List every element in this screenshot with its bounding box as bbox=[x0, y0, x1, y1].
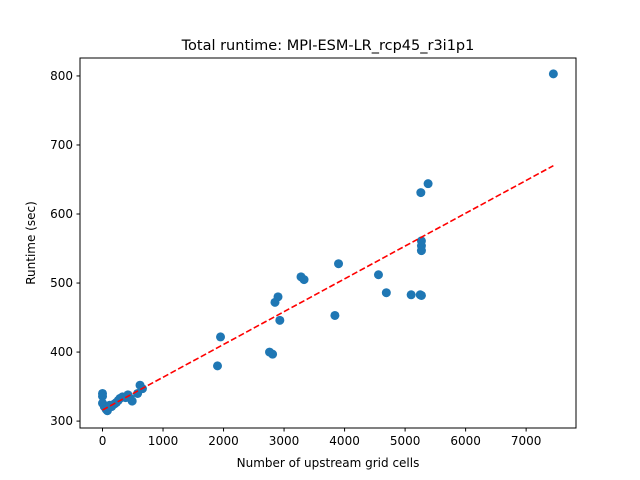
y-axis-ticks: 300 400 500 600 700 800 bbox=[50, 69, 80, 428]
x-axis-ticks: 0 1000 2000 3000 4000 5000 6000 7000 bbox=[99, 428, 542, 448]
plot-area: 0 1000 2000 3000 4000 5000 6000 7000 300 400 500 6… bbox=[50, 57, 577, 448]
data-point bbox=[275, 315, 285, 325]
data-points bbox=[98, 69, 558, 416]
data-point bbox=[273, 292, 283, 302]
x-tick-label: 1000 bbox=[148, 434, 179, 448]
fit-line-layer bbox=[102, 164, 554, 411]
data-point bbox=[127, 396, 137, 406]
axes-frame bbox=[79, 57, 577, 429]
x-tick-label: 7000 bbox=[511, 434, 542, 448]
data-point bbox=[406, 290, 416, 300]
x-tick-label: 4000 bbox=[329, 434, 360, 448]
y-tick-label: 700 bbox=[50, 138, 73, 152]
data-point bbox=[381, 288, 391, 298]
y-tick-label: 400 bbox=[50, 345, 73, 359]
data-point bbox=[216, 332, 226, 342]
data-point bbox=[416, 290, 426, 300]
y-tick-label: 500 bbox=[50, 276, 73, 290]
data-point bbox=[98, 391, 108, 401]
x-tick-label: 6000 bbox=[450, 434, 481, 448]
data-point bbox=[373, 270, 383, 280]
chart-title: Total runtime: MPI-ESM-LR_rcp45_r3i1p1 bbox=[181, 38, 475, 54]
x-tick-label: 2000 bbox=[208, 434, 239, 448]
x-tick-label: 3000 bbox=[269, 434, 300, 448]
y-tick-label: 300 bbox=[50, 414, 73, 428]
data-point bbox=[416, 246, 426, 256]
x-axis-label: Number of upstream grid cells bbox=[237, 456, 420, 470]
data-point bbox=[299, 275, 309, 285]
data-point bbox=[423, 179, 433, 189]
data-point bbox=[268, 349, 278, 359]
y-axis-label: Runtime (sec) bbox=[24, 201, 38, 285]
data-point bbox=[330, 310, 340, 320]
y-tick-label: 800 bbox=[50, 69, 73, 83]
x-tick-label: 5000 bbox=[390, 434, 421, 448]
data-point bbox=[548, 69, 558, 79]
data-point bbox=[334, 259, 344, 269]
data-point bbox=[212, 361, 222, 371]
y-tick-label: 600 bbox=[50, 207, 73, 221]
data-point bbox=[416, 188, 426, 198]
x-tick-label: 0 bbox=[99, 434, 107, 448]
trend-line bbox=[102, 164, 554, 411]
